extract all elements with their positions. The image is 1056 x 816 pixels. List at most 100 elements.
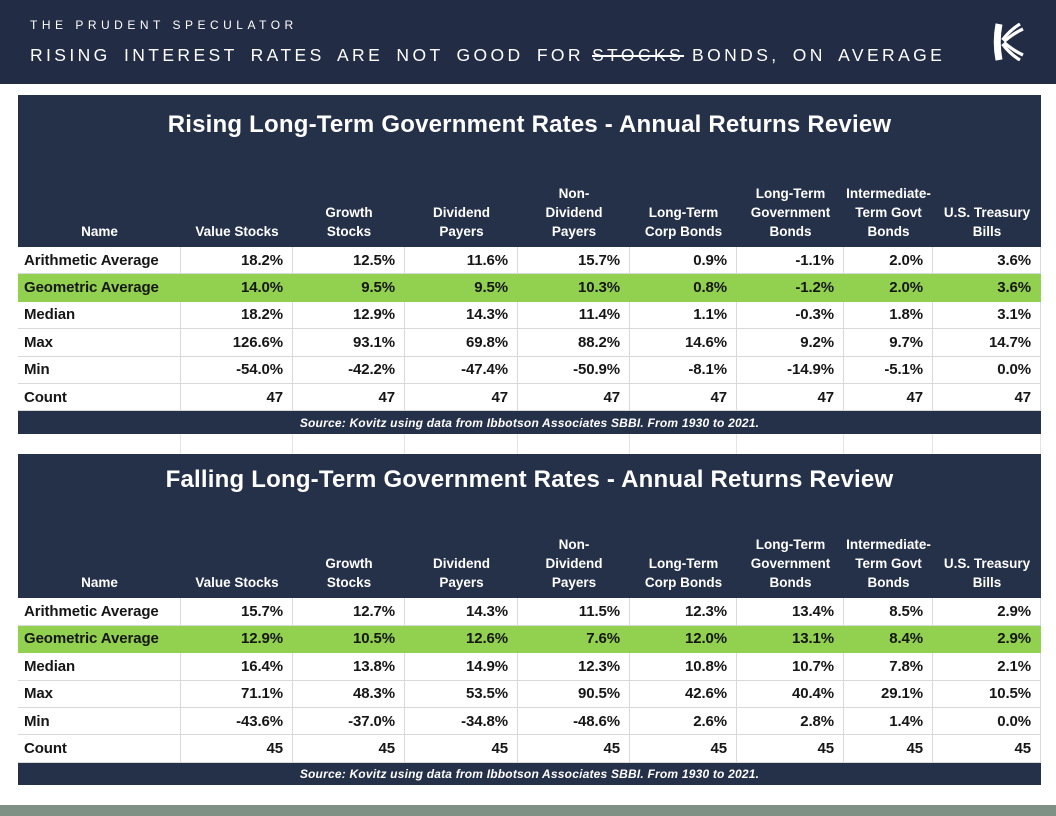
data-cell: 47 — [405, 383, 518, 412]
column-header: Long-Term Corp Bonds — [644, 204, 723, 239]
data-cell: 47 — [737, 383, 844, 412]
data-cell: 18.2% — [181, 247, 293, 275]
column-header: Value Stocks — [195, 575, 279, 591]
data-cell: 9.5% — [405, 274, 518, 302]
table-row: Geometric Average 14.0% 9.5% 9.5% 10.3% 0.8% -… — [18, 274, 1041, 302]
spacer-cell — [630, 434, 737, 455]
column-header-row: Name Value Stocks Growth Stocks Dividend Pa… — [18, 535, 1041, 598]
column-header: Non- Dividend Payers — [545, 185, 603, 239]
data-cell: 42.6% — [630, 680, 737, 708]
data-cell: 45 — [933, 735, 1041, 763]
banner: THE PRUDENT SPECULATOR RISING INTEREST R… — [0, 0, 1056, 84]
table-row: Max 71.1% 48.3% 53.5% 90.5% 42.6% 40.4% 29.1% 10… — [18, 680, 1041, 708]
data-cell: 7.8% — [844, 653, 933, 681]
data-cell: -14.9% — [737, 356, 844, 384]
data-cell: 2.9% — [933, 598, 1041, 626]
data-cell: 13.1% — [737, 625, 844, 654]
table-header-block: Falling Long-Term Government Rates - Ann… — [18, 454, 1041, 599]
data-cell: 13.4% — [737, 598, 844, 626]
column-header-row: Name Value Stocks Growth Stocks Dividend Pa… — [18, 184, 1041, 247]
data-cell: -1.1% — [737, 247, 844, 275]
row-label: Max — [18, 329, 181, 357]
data-cell: 18.2% — [181, 301, 293, 330]
table-row: Count 47 47 47 47 47 47 47 47 — [18, 383, 1041, 412]
bottom-accent-bar — [0, 804, 1056, 816]
table-row: Count 45 45 45 45 45 45 45 45 — [18, 735, 1041, 763]
table-row: Min -43.6% -37.0% -34.8% -48.6% 2.6% 2.8% 1.4% 0… — [18, 707, 1041, 736]
column-header: Long-Term Government Bonds — [750, 185, 831, 239]
data-cell: 45 — [737, 735, 844, 763]
data-cell: -37.0% — [293, 707, 405, 736]
data-cell: 71.1% — [181, 680, 293, 708]
data-cell: -1.2% — [737, 274, 844, 302]
data-cell: 12.9% — [293, 301, 405, 330]
data-cell: 3.6% — [933, 274, 1041, 302]
data-cell: 90.5% — [518, 680, 630, 708]
data-cell: -47.4% — [405, 356, 518, 384]
falling-rates-table: Falling Long-Term Government Rates - Ann… — [18, 454, 1041, 785]
data-cell: -48.6% — [518, 707, 630, 736]
data-cell: 14.6% — [630, 329, 737, 357]
data-cell: 13.8% — [293, 653, 405, 681]
table-body: Arithmetic Average 18.2% 12.5% 11.6% 15.7% 0.… — [18, 247, 1041, 412]
data-cell: 45 — [181, 735, 293, 763]
table-row: Min -54.0% -42.2% -47.4% -50.9% -8.1% -14.9% -5… — [18, 356, 1041, 384]
rising-rates-table: Rising Long-Term Government Rates - Annu… — [18, 95, 1041, 435]
data-cell: -0.3% — [737, 301, 844, 330]
data-cell: -54.0% — [181, 356, 293, 384]
data-cell: 40.4% — [737, 680, 844, 708]
row-label: Median — [18, 301, 181, 330]
column-header: Long-Term Corp Bonds — [644, 556, 723, 591]
table-gap-row — [18, 434, 1041, 455]
data-cell: 3.1% — [933, 301, 1041, 330]
column-header: Long-Term Government Bonds — [750, 536, 831, 591]
data-cell: -42.2% — [293, 356, 405, 384]
data-cell: -34.8% — [405, 707, 518, 736]
data-cell: 2.8% — [737, 707, 844, 736]
column-header: Intermediate- Term Govt Bonds — [846, 536, 931, 591]
tables-area: Rising Long-Term Government Rates - Annu… — [18, 95, 1041, 785]
table-row: Max 126.6% 93.1% 69.8% 88.2% 14.6% 9.2% 9.7% 14.… — [18, 329, 1041, 357]
row-label: Min — [18, 356, 181, 384]
column-header: Dividend Payers — [432, 556, 490, 591]
data-cell: 12.0% — [630, 625, 737, 654]
data-cell: 47 — [293, 383, 405, 412]
column-header: Name — [81, 575, 118, 591]
column-header: Growth Stocks — [325, 556, 373, 591]
table-body: Arithmetic Average 15.7% 12.7% 14.3% 11.5% 12… — [18, 598, 1041, 763]
data-cell: 0.8% — [630, 274, 737, 302]
data-cell: 1.4% — [844, 707, 933, 736]
data-cell: 10.8% — [630, 653, 737, 681]
data-cell: 12.9% — [181, 625, 293, 654]
spacer-cell — [18, 434, 181, 455]
spacer-cell — [844, 434, 933, 455]
data-cell: 12.3% — [518, 653, 630, 681]
data-cell: 45 — [518, 735, 630, 763]
brand-title: THE PRUDENT SPECULATOR — [30, 18, 298, 32]
data-cell: -8.1% — [630, 356, 737, 384]
data-cell: 12.5% — [293, 247, 405, 275]
column-header: Growth Stocks — [325, 204, 373, 239]
data-cell: 1.1% — [630, 301, 737, 330]
data-cell: 10.7% — [737, 653, 844, 681]
column-header: Value Stocks — [195, 223, 279, 239]
spacer-cell — [293, 434, 405, 455]
row-label: Min — [18, 707, 181, 736]
data-cell: 11.5% — [518, 598, 630, 626]
data-cell: 2.6% — [630, 707, 737, 736]
row-label: Geometric Average — [18, 274, 181, 302]
data-cell: 45 — [844, 735, 933, 763]
row-label: Count — [18, 735, 181, 763]
data-cell: 14.7% — [933, 329, 1041, 357]
data-cell: 69.8% — [405, 329, 518, 357]
data-cell: 14.9% — [405, 653, 518, 681]
data-cell: 2.0% — [844, 274, 933, 302]
data-cell: -50.9% — [518, 356, 630, 384]
row-label: Arithmetic Average — [18, 247, 181, 275]
column-header: Name — [81, 223, 118, 239]
data-cell: 16.4% — [181, 653, 293, 681]
data-cell: 9.5% — [293, 274, 405, 302]
data-cell: 0.0% — [933, 707, 1041, 736]
data-cell: 10.5% — [293, 625, 405, 654]
data-cell: 9.2% — [737, 329, 844, 357]
